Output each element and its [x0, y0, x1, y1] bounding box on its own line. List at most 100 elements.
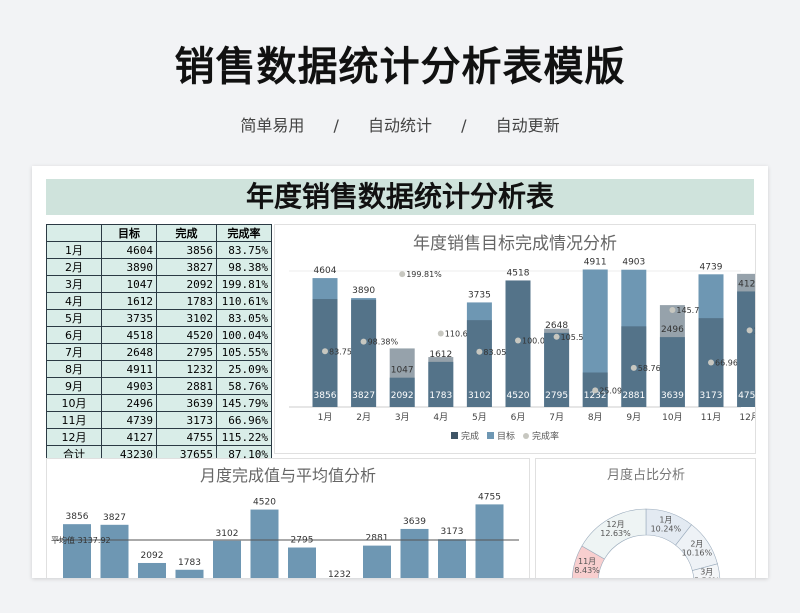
month-cell: 5月 — [46, 309, 102, 327]
actual-bar — [737, 273, 763, 407]
rate-point — [360, 338, 367, 345]
panel-monthly-chart: 月度完成值与平均值分析 3856 3827 2092 1783 3102 4520 2795 1… — [46, 458, 530, 578]
target-label: 4739 — [700, 262, 723, 272]
monthly-value: 3102 — [216, 529, 239, 539]
actual-bar — [544, 328, 570, 407]
monthly-value: 2092 — [141, 551, 164, 561]
table-row: 1月 4604 3856 83.75% — [46, 241, 272, 259]
month-cell: 7月 — [46, 343, 102, 361]
rate-cell: 98.38% — [215, 258, 272, 276]
month-cell: 8月 — [46, 360, 102, 378]
chart-title: 年度销售目标完成情况分析 — [413, 234, 617, 254]
monthly-bar — [438, 539, 466, 578]
monthly-value: 3639 — [403, 517, 426, 527]
monthly-bar — [250, 509, 279, 578]
actual-label: 1783 — [429, 391, 452, 401]
actual-label: 4520 — [507, 391, 530, 401]
target-label: 2648 — [545, 321, 568, 331]
monthly-bar — [475, 504, 504, 578]
table-row: 10月 2496 3639 145.79% — [46, 394, 272, 412]
actual-label: 3639 — [661, 391, 684, 401]
rate-point — [746, 327, 753, 334]
monthly-bar — [138, 562, 166, 578]
tag-sep: / — [333, 116, 339, 135]
slice-value: 10.16% — [682, 548, 713, 557]
x-tick-label: 9月 — [626, 412, 641, 423]
x-tick-label: 6月 — [511, 412, 526, 423]
target-label: 4903 — [622, 258, 645, 268]
monthly-bar — [213, 540, 241, 578]
x-tick-label: 10月 — [662, 412, 682, 423]
slice-value: 10.24% — [651, 524, 682, 533]
share-slice — [581, 508, 647, 560]
rate-point — [553, 333, 560, 340]
slice-label: 3月 — [700, 568, 713, 577]
rate-label: 98.38% — [368, 338, 399, 347]
actual-cell: 1232 — [156, 360, 217, 378]
target-cell: 4604 — [101, 241, 157, 259]
month-cell: 11月 — [46, 411, 102, 429]
target-cell: 2496 — [101, 394, 157, 412]
monthly-value: 4520 — [253, 498, 276, 508]
target-label: 3890 — [352, 286, 375, 296]
actual-bar — [505, 280, 531, 407]
actual-cell: 3639 — [156, 394, 217, 412]
target-label: 1047 — [391, 366, 414, 376]
slice-label: 1月 — [659, 515, 672, 524]
target-cell: 4903 — [101, 377, 157, 395]
rate-point — [322, 348, 328, 355]
monthly-bar — [175, 569, 204, 578]
actual-label: 2795 — [545, 391, 568, 401]
target-label: 4911 — [584, 257, 607, 267]
rate-label: 25.09% — [599, 386, 630, 395]
monthly-value: 2795 — [291, 536, 314, 546]
table-row: 9月 4903 2881 58.76% — [46, 377, 272, 395]
target-label: 4127 — [738, 279, 755, 289]
rate-label: 100.04% — [522, 336, 558, 345]
actual-bar — [428, 357, 454, 407]
actual-cell: 2881 — [156, 377, 217, 395]
header-cell: 完成 — [156, 224, 217, 242]
actual-label: 2881 — [622, 391, 645, 401]
x-tick-label: 2月 — [356, 412, 371, 423]
actual-label: 2092 — [391, 391, 414, 401]
chart-title: 月度完成值与平均值分析 — [200, 466, 376, 485]
tag-auto-stats: 自动统计 — [367, 116, 432, 135]
legend-actual: 完成 — [461, 430, 479, 442]
rate-point — [630, 364, 637, 371]
target-cell: 4518 — [101, 326, 157, 344]
monthly-value: 1783 — [178, 558, 201, 568]
actual-label: 3827 — [352, 391, 375, 401]
rate-cell: 25.09% — [215, 360, 272, 378]
rate-point — [437, 330, 444, 337]
actual-cell: 3173 — [156, 411, 217, 429]
month-cell: 6月 — [46, 326, 102, 344]
rate-cell: 110.61% — [215, 292, 272, 310]
x-tick-label: 5月 — [472, 412, 487, 423]
monthly-bar — [400, 528, 429, 578]
target-cell: 1047 — [101, 275, 157, 293]
rate-point — [592, 387, 599, 394]
x-tick-label: 8月 — [588, 412, 603, 423]
target-label: 1612 — [429, 350, 452, 360]
table-row: 3月 1047 2092 199.81% — [46, 275, 272, 293]
rate-point — [669, 307, 676, 314]
month-cell: 10月 — [46, 394, 102, 412]
month-cell: 9月 — [46, 377, 102, 395]
actual-label: 4755 — [738, 391, 755, 401]
annual-chart: 年度销售目标完成情况分析 4604 3856 83.75% 1月 3890 3827 98.3… — [289, 234, 768, 442]
target-cell: 2648 — [101, 343, 157, 361]
target-cell: 4739 — [101, 411, 157, 429]
monthly-bar — [63, 524, 91, 578]
rate-cell: 83.05% — [215, 309, 272, 327]
table-row: 2月 3890 3827 98.38% — [46, 258, 272, 276]
rate-point — [399, 271, 406, 278]
slice-label: 12月 — [606, 520, 624, 529]
actual-cell: 1783 — [156, 292, 217, 310]
actual-cell: 3102 — [156, 309, 217, 327]
rate-cell: 83.75% — [215, 241, 272, 259]
actual-label: 3173 — [700, 391, 723, 401]
month-cell: 4月 — [46, 292, 102, 310]
rate-point — [476, 348, 483, 355]
month-cell: 3月 — [46, 275, 102, 293]
